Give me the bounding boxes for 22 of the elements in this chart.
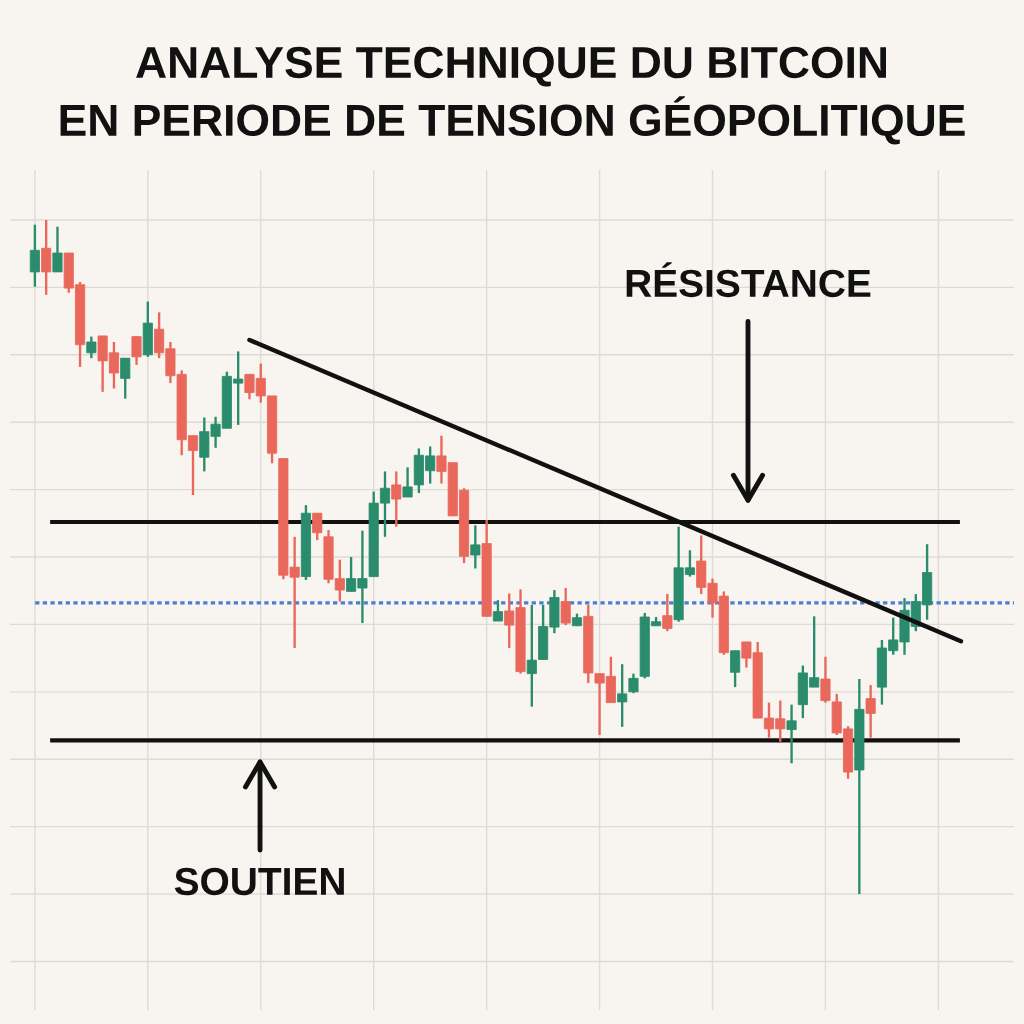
candlestick bbox=[617, 663, 628, 729]
candlestick bbox=[29, 223, 40, 288]
candlestick bbox=[820, 655, 831, 704]
candlestick bbox=[312, 512, 323, 542]
candlestick bbox=[786, 703, 797, 765]
candlestick bbox=[628, 672, 639, 695]
annotation: RÉSISTANCE bbox=[626, 262, 871, 298]
candlestick bbox=[560, 586, 571, 627]
candlestick bbox=[391, 470, 402, 528]
candlestick bbox=[131, 335, 142, 367]
candlestick bbox=[492, 598, 503, 623]
candlestick bbox=[470, 524, 481, 570]
candlestick bbox=[662, 592, 673, 633]
candlestick bbox=[730, 649, 741, 689]
annotation: SOUTIEN bbox=[174, 867, 344, 896]
candlestick bbox=[120, 357, 131, 400]
candlestick bbox=[41, 218, 52, 296]
candlestick bbox=[402, 466, 413, 499]
candlestick bbox=[86, 335, 97, 360]
candlestick bbox=[865, 683, 876, 739]
candlestick bbox=[52, 225, 63, 274]
chart-title: ANALYSE TECHNIQUE DU BITCOIN EN PERIODE DE TENSION GÉOPOLITIQUE bbox=[60, 46, 965, 145]
